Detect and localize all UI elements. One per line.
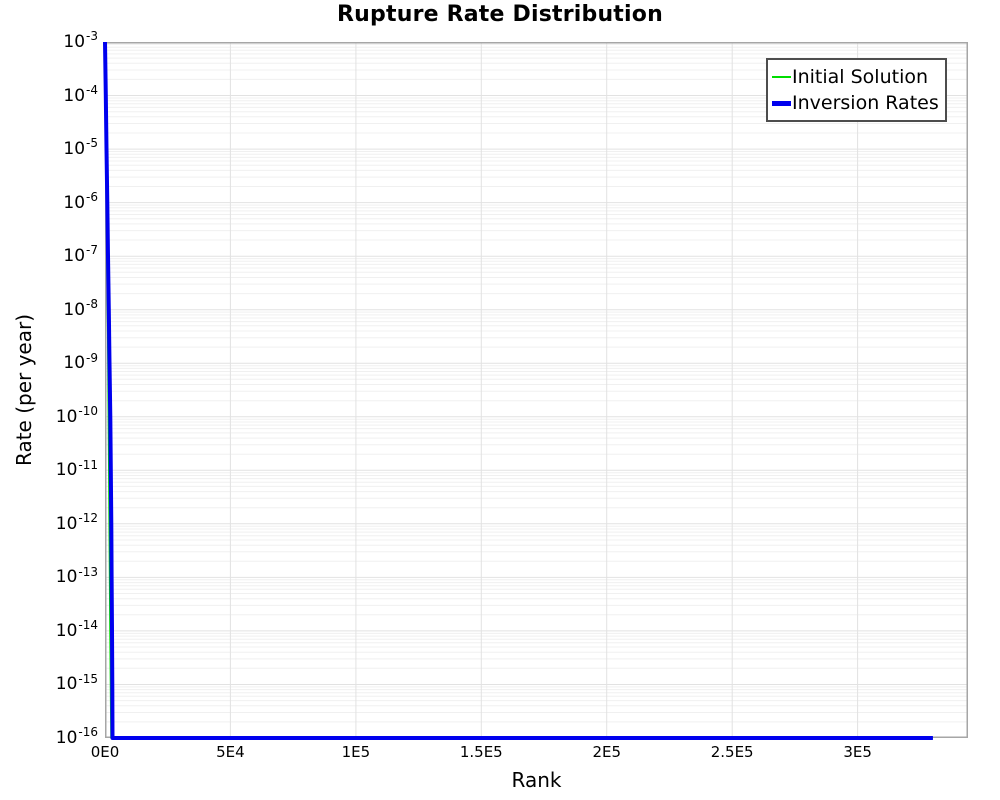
y-tick-label: 10-10 <box>55 404 98 427</box>
x-axis-label: Rank <box>511 768 562 792</box>
y-tick-label: 10-14 <box>55 618 98 641</box>
y-tick-label: 10-5 <box>63 136 98 160</box>
legend-entry: Inversion Rates <box>772 90 941 116</box>
legend-entry-label: Inversion Rates <box>792 91 939 114</box>
minor-gridlines <box>105 43 968 723</box>
x-tick-label: 2.5E5 <box>710 743 754 761</box>
x-tick-label: 1.5E5 <box>459 743 503 761</box>
y-tick-label: 10-12 <box>55 511 98 534</box>
chart-title: Rupture Rate Distribution <box>337 2 663 27</box>
x-tick-label: 2E5 <box>592 743 622 761</box>
y-tick-label: 10-11 <box>55 457 98 481</box>
y-tick-label: 10-15 <box>55 671 98 695</box>
y-tick-label: 10-7 <box>63 243 98 267</box>
legend-entry: Initial Solution <box>772 64 941 90</box>
x-tick-label: 5E4 <box>216 743 245 761</box>
legend-entry-label: Initial Solution <box>792 65 929 88</box>
legend-line-sample <box>772 100 791 106</box>
y-tick-label: 10-16 <box>55 725 98 748</box>
legend: Initial Solution Inversion Rates <box>766 58 947 122</box>
x-tick-label: 3E5 <box>843 743 872 761</box>
y-tick-label: 10-13 <box>55 564 98 588</box>
legend-line-sample <box>772 76 791 78</box>
x-tick-label: 0E0 <box>90 743 120 761</box>
legend-entries: Initial Solution Inversion Rates <box>772 64 941 116</box>
y-tick-label: 10-4 <box>63 82 98 106</box>
y-tick-label: 10-3 <box>63 29 98 52</box>
series-line-inversion-rates <box>103 41 933 740</box>
plot-area <box>103 41 968 740</box>
y-axis-label: Rate (per year) <box>12 313 36 467</box>
x-tick-label: 1E5 <box>341 743 371 761</box>
major-gridlines <box>105 95 968 685</box>
y-tick-label: 10-6 <box>63 189 98 213</box>
y-tick-label: 10-9 <box>63 350 98 374</box>
vertical-gridlines <box>229 42 859 738</box>
y-tick-label: 10-8 <box>63 297 98 320</box>
